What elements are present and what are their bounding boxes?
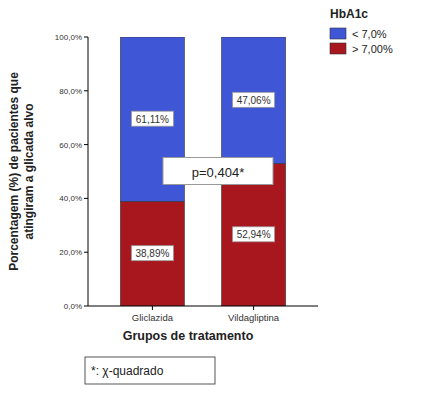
y-tick xyxy=(84,252,88,253)
legend-swatch xyxy=(330,28,346,39)
y-tick-label: 20,0% xyxy=(59,248,82,257)
x-tick-label: Gliclazida xyxy=(132,312,174,323)
data-label: 61,11% xyxy=(136,114,169,125)
y-tick-label: 40,0% xyxy=(59,194,82,203)
x-axis xyxy=(88,306,318,307)
y-tick-label: 60,0% xyxy=(59,141,82,150)
bars xyxy=(120,37,285,306)
y-tick xyxy=(84,144,88,145)
chart: 38,89% 61,11% 52,94% 47,06% 0,0% 20,0% 40,0% 60… xyxy=(0,0,426,396)
data-label: 52,94% xyxy=(237,229,271,240)
x-tick xyxy=(253,306,254,310)
data-labels: 38,89% 61,11% 52,94% 47,06% xyxy=(131,92,274,260)
legend-title: HbA1c xyxy=(330,7,368,21)
y-tick xyxy=(84,90,88,91)
x-tick xyxy=(152,306,153,310)
data-label-box xyxy=(131,246,173,261)
y-tick xyxy=(84,198,88,199)
bar-segment xyxy=(120,201,184,306)
data-label: 47,06% xyxy=(237,95,271,106)
x-tick-label: Vildagliptina xyxy=(228,312,280,323)
y-axis-label: atingiram a glicada alvo xyxy=(22,103,36,239)
data-label-box xyxy=(233,92,275,107)
y-axis xyxy=(88,37,89,306)
bar-segment xyxy=(222,37,286,164)
y-tick-label: 0,0% xyxy=(64,302,82,311)
annotation: p=0,404* xyxy=(192,165,244,180)
y-tick xyxy=(84,37,88,38)
footnote: *: χ-quadrado xyxy=(91,364,164,378)
x-axis-label: Grupos de tratamento xyxy=(123,329,254,343)
y-tick xyxy=(84,306,88,307)
y-tick-label: 100,0% xyxy=(55,33,82,42)
data-label-box xyxy=(131,111,173,126)
footnote-box xyxy=(85,357,215,384)
legend-swatch xyxy=(330,43,346,54)
legend-label: > 7,00% xyxy=(352,43,393,55)
legend-label: < 7,0% xyxy=(352,28,387,40)
y-axis-label: Porcentagem (%) de pacientes que xyxy=(7,72,21,271)
data-label-box xyxy=(233,227,275,242)
annotation-box xyxy=(163,158,273,185)
data-label: 38,89% xyxy=(135,248,169,259)
y-tick-label: 80,0% xyxy=(59,87,82,96)
